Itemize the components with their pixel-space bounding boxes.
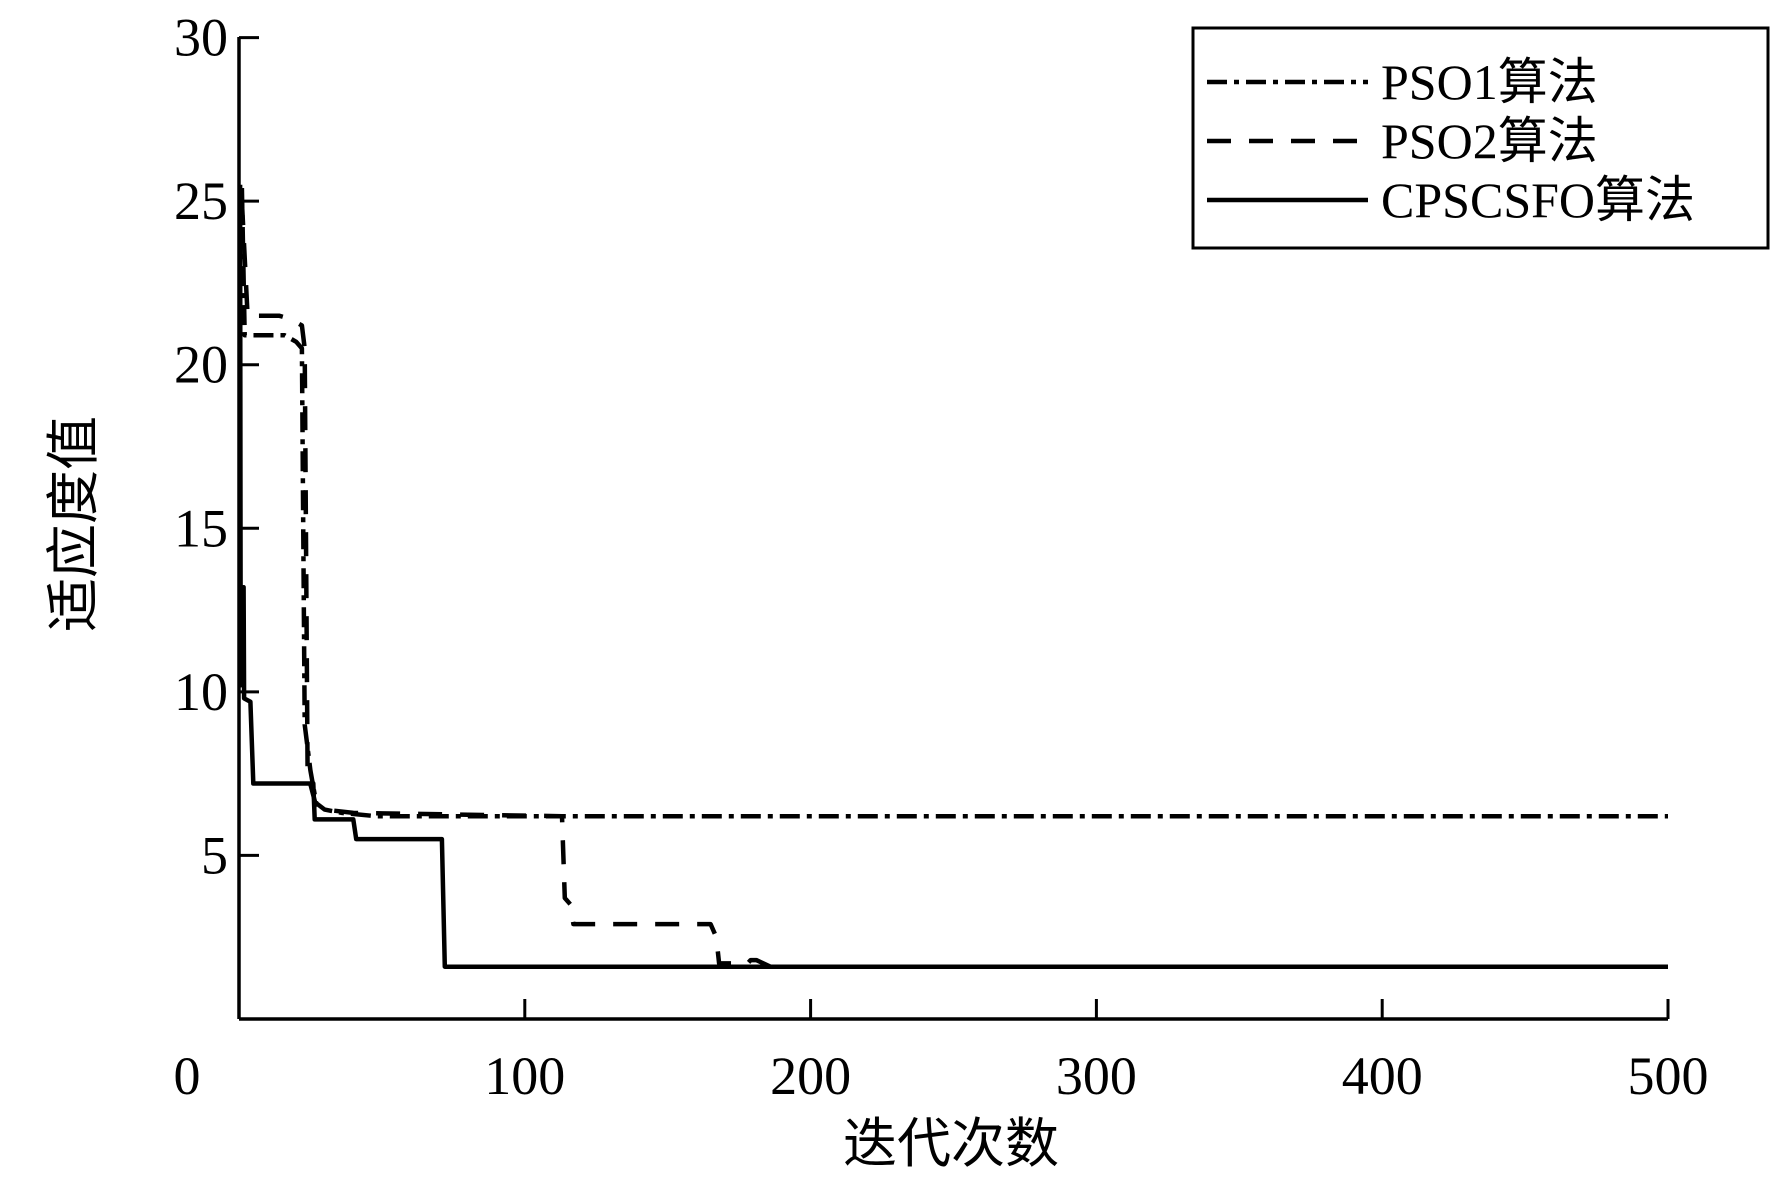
legend-label-pso1: PSO1算法 [1381,54,1598,110]
legend-label-cpscsfo: CPSCSFO算法 [1381,172,1695,228]
axis-ticks: 0 100 200 300 400 500 5 10 15 20 25 30 [174,8,1709,1106]
x-tick-label: 100 [484,1046,565,1106]
legend-box [1191,26,1770,250]
x-tick-label: 400 [1342,1046,1423,1106]
legend: PSO1算法 PSO2算法 CPSCSFO算法 [1191,26,1770,250]
plot-area [237,184,1668,969]
y-tick-label: 20 [174,335,228,395]
y-tick-label: 5 [201,825,228,885]
x-tick-label: 500 [1628,1046,1709,1106]
series-line-cpscsfo [237,184,1668,969]
legend-label-pso2: PSO2算法 [1381,113,1598,169]
y-tick-label: 30 [174,8,228,68]
y-tick-label: 10 [174,662,228,722]
x-tick-label: 0 [174,1046,201,1106]
y-tick-label: 15 [174,498,228,558]
series-line-pso2 [239,201,1668,969]
series-line-pso1 [239,188,1668,819]
x-axis-title: 迭代次数 [843,1114,1059,1174]
y-axis-title: 适应度值 [44,416,104,632]
y-tick-label: 25 [174,171,228,231]
x-tick-label: 300 [1056,1046,1137,1106]
x-tick-label: 200 [770,1046,851,1106]
